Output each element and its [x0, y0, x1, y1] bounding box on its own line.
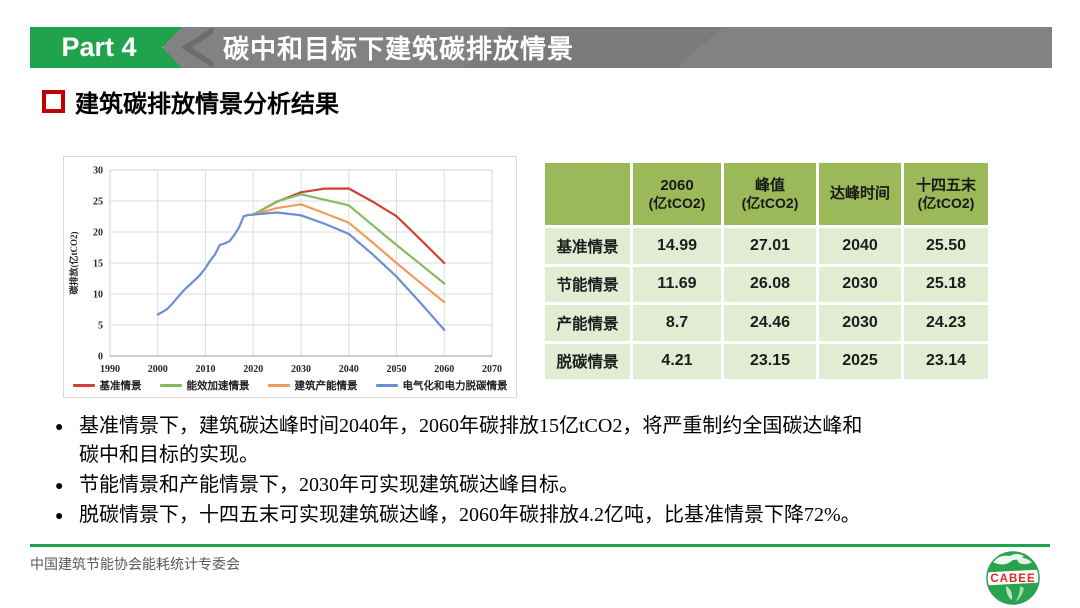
table-cell: 2040 [819, 228, 901, 264]
bullet-item: ● 节能情景和产能情景下，2030年可实现建筑碳达峰目标。 [55, 471, 1023, 500]
table-cell: 23.14 [904, 343, 988, 379]
table-cell: 26.08 [724, 266, 816, 302]
part-label: Part 4 [61, 32, 137, 62]
table-header-fy145: 十四五末 (亿tCO2) [904, 163, 988, 225]
logo-text: CABEE [990, 573, 1035, 585]
legend-swatch-red [72, 384, 95, 387]
table-row-name: 产能情景 [545, 305, 630, 341]
table-header-2060: 2060 (亿tCO2) [633, 163, 721, 225]
svg-text:2060: 2060 [434, 364, 454, 375]
svg-text:2000: 2000 [148, 364, 168, 375]
table-cell: 11.69 [633, 266, 721, 302]
table-cell: 27.01 [724, 228, 816, 264]
svg-text:15: 15 [93, 259, 103, 270]
legend-item-electrification: 电气化和电力脱碳情景 [375, 378, 508, 393]
table-cell: 24.46 [724, 305, 816, 341]
table-cell: 25.50 [904, 228, 988, 264]
bullet-item: ● 基准情景下，建筑碳达峰时间2040年，2060年碳排放15亿tCO2，将严重… [55, 412, 1023, 470]
svg-text:2010: 2010 [196, 364, 216, 375]
bullet-dot-icon: ● [55, 507, 64, 523]
legend-item-efficiency: 能效加速情景 [159, 378, 250, 393]
chart-plot-area: 0 5 10 15 20 25 30 1990 2000 2010 2020 2030 2040 2050… [68, 166, 502, 376]
bullet-text-line: 基准情景下，建筑碳达峰时间2040年，2060年碳排放15亿tCO2，将严重制约… [79, 415, 863, 437]
table-cell: 2030 [819, 305, 901, 341]
header-title: 碳中和目标下建筑碳排放情景 [223, 34, 575, 64]
section-title: 建筑碳排放情景分析结果 [75, 92, 339, 118]
part-badge: Part 4 [30, 27, 182, 68]
legend-label: 电气化和电力脱碳情景 [402, 381, 508, 392]
table-cell: 4.21 [633, 343, 721, 379]
svg-text:2070: 2070 [482, 364, 502, 375]
legend-label: 基准情景 [99, 381, 142, 392]
table-cell: 24.23 [904, 305, 988, 341]
table-cell: 2030 [819, 266, 901, 302]
svg-text:2040: 2040 [339, 364, 359, 375]
legend-item-production: 建筑产能情景 [267, 378, 358, 393]
table-row-name: 脱碳情景 [545, 343, 630, 379]
bullet-text-line: 脱碳情景下，十四五末可实现建筑碳达峰，2060年碳排放4.2亿吨，比基准情景下降… [79, 504, 861, 526]
svg-text:30: 30 [93, 166, 103, 177]
table-cell: 23.15 [724, 343, 816, 379]
bullet-dot-icon: ● [55, 477, 64, 493]
chart-legend: 基准情景 能效加速情景 建筑产能情景 电气化和电力脱碳情景 [64, 378, 516, 393]
svg-text:0: 0 [98, 352, 103, 363]
table-header-peak: 峰值 (亿tCO2) [724, 163, 816, 225]
table-row-name: 节能情景 [545, 266, 630, 302]
scenario-table: 2060 (亿tCO2) 峰值 (亿tCO2) 达峰时间 十四五末 (亿tCO2) 基… [545, 163, 988, 379]
table-cell: 25.18 [904, 266, 988, 302]
svg-text:5: 5 [98, 321, 103, 332]
svg-text:2050: 2050 [387, 364, 407, 375]
table-header-empty [545, 163, 630, 225]
footer-divider [30, 544, 1050, 547]
legend-swatch-orange [267, 384, 290, 387]
legend-label: 能效加速情景 [186, 381, 250, 392]
svg-text:碳排放(亿tCO2): 碳排放(亿tCO2) [68, 232, 79, 295]
svg-text:10: 10 [93, 290, 103, 301]
red-square-bullet-icon [42, 90, 65, 113]
table-header-peak-year: 达峰时间 [819, 163, 901, 225]
table-cell: 8.7 [633, 305, 721, 341]
footer-organization: 中国建筑节能协会能耗统计专委会 [30, 556, 240, 572]
bullet-item: ● 脱碳情景下，十四五末可实现建筑碳达峰，2060年碳排放4.2亿吨，比基准情景… [55, 501, 1023, 530]
legend-swatch-blue [375, 384, 398, 387]
cabee-logo: CABEE [986, 551, 1040, 605]
table-cell: 2025 [819, 343, 901, 379]
svg-text:25: 25 [93, 197, 103, 208]
legend-swatch-green [159, 384, 182, 387]
svg-text:20: 20 [93, 228, 103, 239]
svg-text:2030: 2030 [291, 364, 311, 375]
bullet-text-line: 碳中和目标的实现。 [79, 444, 259, 466]
analysis-bullets: ● 基准情景下，建筑碳达峰时间2040年，2060年碳排放15亿tCO2，将严重… [55, 412, 1023, 531]
emissions-line-chart: 0 5 10 15 20 25 30 1990 2000 2010 2020 2030 2040 2050… [63, 156, 517, 398]
legend-label: 建筑产能情景 [294, 381, 358, 392]
table-cell: 14.99 [633, 228, 721, 264]
legend-item-baseline: 基准情景 [72, 378, 142, 393]
svg-text:2020: 2020 [243, 364, 263, 375]
bullet-dot-icon: ● [55, 418, 64, 434]
svg-text:1990: 1990 [100, 364, 120, 375]
header-banner: 碳中和目标下建筑碳排放情景 [163, 27, 1052, 68]
section-title-row: 建筑碳排放情景分析结果 [42, 84, 339, 119]
bullet-text-line: 节能情景和产能情景下，2030年可实现建筑碳达峰目标。 [79, 474, 579, 496]
table-row-name: 基准情景 [545, 228, 630, 264]
